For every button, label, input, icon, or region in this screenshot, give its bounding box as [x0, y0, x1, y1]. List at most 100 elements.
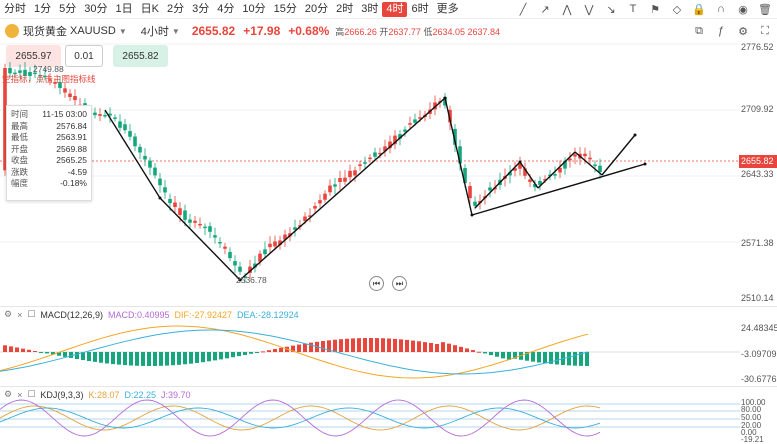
candle-body [48, 79, 52, 81]
candle-body [373, 152, 377, 157]
symbol-name[interactable]: 现货黄金 [23, 26, 67, 38]
macd-bar [147, 352, 151, 366]
macd-bar [549, 352, 553, 364]
buy-button[interactable]: 2655.82 [113, 45, 168, 67]
scroll-back-button[interactable]: ⏮ [369, 276, 384, 291]
timeframe-2[interactable]: 5分 [59, 2, 77, 15]
timeframe-1[interactable]: 1分 [34, 2, 52, 15]
macd-bar [3, 345, 7, 352]
indicator-settings-icon[interactable]: ⚙ [4, 389, 13, 399]
indicator-toggle-icon[interactable]: ☐ [27, 389, 36, 399]
magnet-icon[interactable]: ∩ [717, 3, 725, 15]
candle-body [393, 135, 397, 145]
candle-body [203, 226, 207, 229]
interval-dropdown-icon[interactable]: ▼ [171, 26, 180, 36]
compare-icon[interactable]: ⧉ [695, 24, 703, 37]
candle-body [123, 124, 127, 131]
zigzag-tool-icon[interactable]: ⋀ [562, 3, 572, 16]
timeframe-3[interactable]: 30分 [84, 2, 108, 15]
flag-tool-icon[interactable]: ⚑ [650, 3, 660, 16]
indicator-placeholder-note[interactable]: 空指标，点击主图指标线 [2, 74, 96, 84]
symbol-code[interactable]: XAUUSD [70, 25, 116, 37]
arrow-tool-icon[interactable]: ↘ [606, 3, 616, 16]
macd-value: MACD:0.40995 [107, 309, 170, 320]
macd-bar [261, 351, 265, 353]
price-axis-label: 2709.92 [741, 104, 774, 114]
macd-title: MACD(12,26,9) [40, 309, 103, 320]
price-axis-label: 2510.14 [741, 293, 774, 303]
d-value: D:22.25 [124, 389, 156, 400]
pane-divider [0, 306, 777, 307]
macd-bar [207, 352, 211, 362]
timeframe-4[interactable]: 1日 [115, 2, 133, 15]
macd-bar [159, 352, 163, 366]
indicator-close-icon[interactable]: × [17, 389, 23, 400]
sell-button[interactable]: 2655.97 [6, 45, 61, 67]
pattern-tool-icon[interactable]: ⋁ [584, 3, 594, 16]
info-row: 涨跌 -4.59 [11, 167, 87, 179]
timeframe-15[interactable]: 6时 [411, 2, 429, 15]
timeframe-16[interactable]: 更多 [436, 2, 459, 15]
macd-bar [9, 346, 13, 352]
candle-body [13, 72, 17, 75]
timeframe-5[interactable]: 日K [140, 2, 159, 15]
interval-selector[interactable]: 4小时 [140, 26, 169, 38]
lock-icon[interactable]: 🔒 [692, 3, 706, 16]
timeframe-6[interactable]: 2分 [166, 2, 185, 15]
visibility-icon[interactable]: ◉ [738, 3, 748, 16]
candle-body [143, 155, 147, 160]
macd-bar [99, 352, 103, 363]
candle-body [103, 114, 107, 117]
ray-tool-icon[interactable]: ↗ [540, 3, 550, 16]
indicator-toggle-icon[interactable]: ☐ [27, 309, 36, 319]
candle-body [293, 227, 297, 230]
dea-value: DEA:-28.12924 [237, 309, 299, 320]
indicator-close-icon[interactable]: × [17, 309, 23, 320]
macd-bar [33, 351, 37, 353]
macd-bar [309, 342, 313, 352]
timeframe-8[interactable]: 4分 [217, 2, 235, 15]
candle-body [118, 121, 122, 128]
kdj-axis-label: 20.00 [741, 421, 762, 430]
timeframe-9[interactable]: 10分 [242, 2, 266, 15]
macd-bar [567, 352, 571, 366]
trendline-tool-icon[interactable]: ╱ [519, 3, 527, 16]
timeframe-13[interactable]: 3时 [361, 2, 379, 15]
indicator-icon[interactable]: ƒ [717, 25, 725, 37]
settings-icon[interactable]: ⚙ [738, 25, 748, 38]
scroll-forward-button[interactable]: ⏭ [392, 276, 407, 291]
text-tool-icon[interactable]: T [629, 3, 637, 15]
eraser-icon[interactable]: ◇ [672, 3, 682, 16]
timeframe-11[interactable]: 20分 [304, 2, 329, 15]
candle-body [463, 168, 467, 184]
macd-bar [411, 340, 415, 352]
macd-bar [213, 352, 217, 361]
candle-body [548, 174, 552, 177]
candle-body [358, 164, 362, 167]
info-row: 最低 2563.91 [11, 132, 87, 144]
timeframe-14[interactable]: 4时 [382, 1, 408, 17]
fullscreen-icon[interactable]: ⛶ [761, 24, 769, 37]
timeframe-0[interactable]: 分时 [4, 2, 26, 15]
candle-body [153, 167, 157, 176]
indicator-settings-icon[interactable]: ⚙ [4, 309, 13, 319]
candle-body [333, 184, 337, 187]
symbol-dropdown-icon[interactable]: ▼ [118, 26, 127, 36]
candle-body [198, 223, 202, 226]
arrow-head [158, 196, 162, 200]
candle-body [593, 164, 597, 167]
delete-icon[interactable]: 🗑 [758, 3, 772, 16]
macd-bar [483, 352, 487, 354]
macd-chart[interactable] [0, 318, 740, 386]
macd-bar [465, 348, 469, 352]
candle-body [268, 243, 272, 248]
candle-body [518, 163, 522, 169]
k-value: K:28.07 [88, 389, 120, 400]
timeframe-7[interactable]: 3分 [192, 2, 210, 15]
timeframe-10[interactable]: 15分 [273, 2, 297, 15]
candlestick-chart[interactable] [0, 40, 740, 305]
spread-input[interactable]: 0.01 [65, 45, 103, 67]
kdj-axis-label: -19.21 [741, 435, 764, 444]
timeframe-12[interactable]: 2时 [336, 2, 354, 15]
kdj-chart[interactable] [0, 398, 740, 444]
